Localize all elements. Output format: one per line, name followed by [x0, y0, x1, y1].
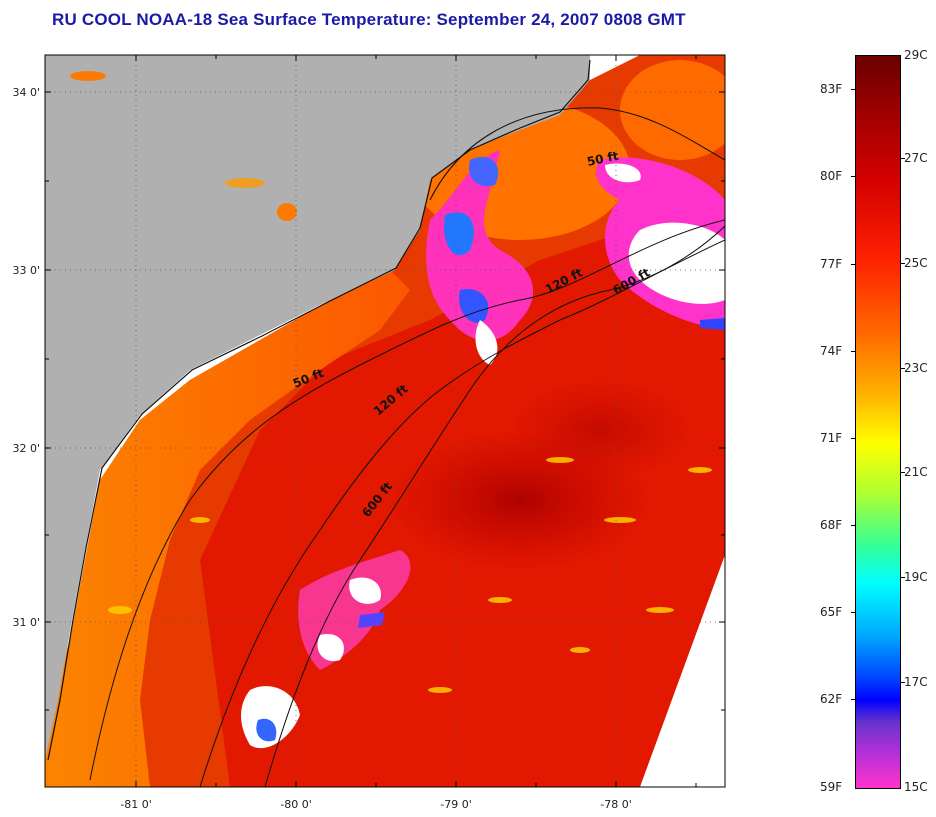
colorbar-tick [851, 612, 856, 613]
colorbar-label-c: 19C [904, 570, 928, 584]
coastline [47, 59, 591, 761]
lon-label: -81 0' [120, 798, 152, 811]
colorbar-tick [851, 699, 856, 700]
colorbar-tick [851, 351, 856, 352]
map-frame [44, 54, 726, 788]
lat-label: 34 0' [12, 86, 40, 99]
sst-map: 50 ft 120 ft 600 ft 50 ft 120 ft 600 ft … [12, 54, 726, 811]
colorbar-label-f: 71F [820, 431, 843, 445]
colorbar-label-c: 23C [904, 361, 928, 375]
colorbar-label-f: 77F [820, 257, 843, 271]
chart-title: RU COOL NOAA-18 Sea Surface Temperature:… [52, 10, 686, 29]
lon-label: -79 0' [440, 798, 472, 811]
colorbar-label-c: 27C [904, 151, 928, 165]
colorbar-label-f: 74F [820, 344, 843, 358]
isobaths [89, 107, 725, 787]
axis-ticks [45, 55, 725, 787]
lat-label: 31 0' [12, 616, 40, 629]
lat-label: 33 0' [12, 264, 40, 277]
colorbar-label-c: 21C [904, 465, 928, 479]
colorbar-tick [900, 158, 905, 159]
graticule [45, 55, 725, 787]
colorbar-tick [900, 263, 905, 264]
colorbar-label-f: 62F [820, 692, 843, 706]
colorbar-tick [851, 264, 856, 265]
land-area [45, 55, 590, 760]
colorbar-tick [851, 176, 856, 177]
colorbar-label-c: 17C [904, 675, 928, 689]
lon-label: -78 0' [600, 798, 632, 811]
colorbar-label-f: 83F [820, 82, 843, 96]
colorbar-label-f: 80F [820, 169, 843, 183]
isobath-label-50ft-north: 50 ft [586, 149, 620, 169]
colorbar-tick [851, 89, 856, 90]
lat-label: 32 0' [12, 442, 40, 455]
colorbar-label-c: 25C [904, 256, 928, 270]
colorbar-tick [900, 368, 905, 369]
map-imagery: 50 ft 120 ft 600 ft 50 ft 120 ft 600 ft [45, 55, 725, 787]
colorbar-tick [900, 577, 905, 578]
colorbar-tick [900, 682, 905, 683]
colorbar-label-f: 65F [820, 605, 843, 619]
temperature-colorbar [855, 55, 901, 789]
lon-label: -80 0' [280, 798, 312, 811]
colorbar-label-c: 15C [904, 780, 928, 794]
colorbar-tick [851, 438, 856, 439]
colorbar-tick [851, 525, 856, 526]
colorbar-label-f: 68F [820, 518, 843, 532]
colorbar-label-c: 29C [904, 48, 928, 62]
colorbar-tick [900, 472, 905, 473]
colorbar-label-f: 59F [820, 780, 843, 794]
